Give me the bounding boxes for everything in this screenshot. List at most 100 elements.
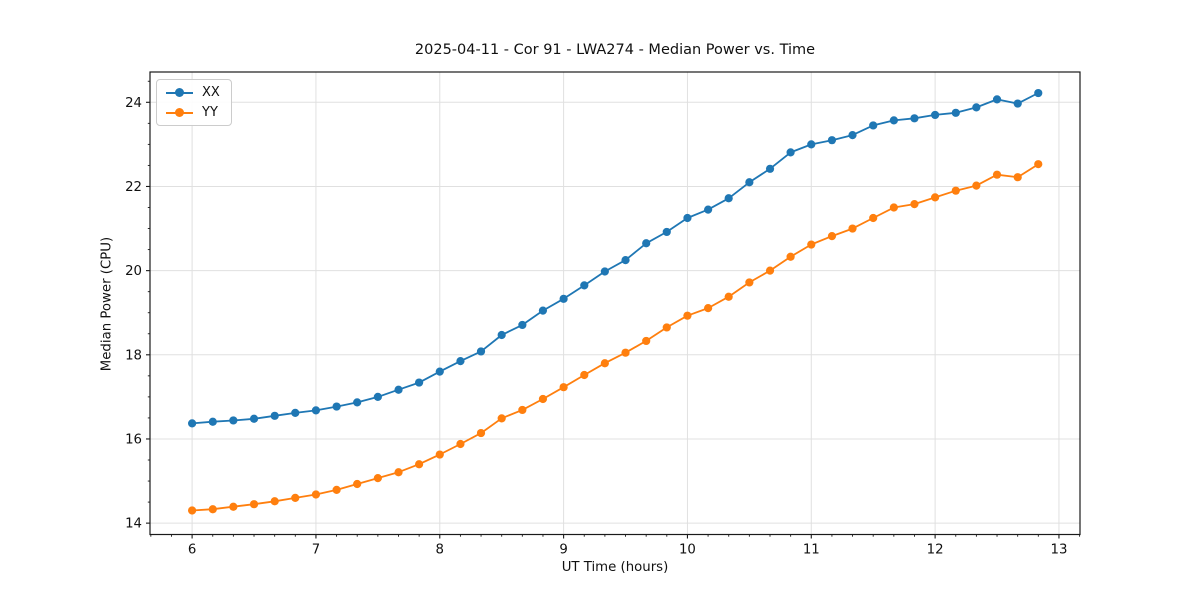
data-point-xx	[518, 320, 527, 330]
data-point-xx	[765, 164, 775, 173]
data-point-yy	[1013, 173, 1022, 182]
data-point-yy	[394, 468, 403, 477]
data-point-yy	[807, 240, 816, 249]
data-point-xx	[827, 136, 837, 145]
data-point-yy	[786, 252, 795, 261]
y-tick-label: 16	[125, 432, 142, 447]
data-point-yy	[600, 359, 609, 368]
data-point-yy	[992, 170, 1002, 179]
y-tick-label: 24	[125, 96, 142, 111]
data-point-yy	[724, 292, 733, 301]
data-point-yy	[518, 405, 527, 415]
data-point-yy	[332, 485, 341, 494]
data-point-xx	[724, 194, 733, 203]
data-point-yy	[229, 502, 238, 511]
x-axis-label: UT Time (hours)	[561, 560, 669, 575]
legend: XX YY	[156, 79, 232, 126]
data-point-xx	[992, 95, 1002, 104]
data-point-xx	[373, 392, 382, 401]
data-point-xx	[951, 108, 960, 117]
data-point-xx	[972, 103, 981, 112]
data-point-yy	[353, 479, 362, 489]
data-point-xx	[188, 419, 197, 428]
data-point-xx	[683, 213, 692, 223]
data-point-yy	[765, 266, 775, 275]
x-tick-label: 9	[559, 543, 567, 558]
data-point-xx	[807, 140, 816, 149]
data-point-yy	[642, 336, 651, 346]
data-point-xx	[229, 416, 238, 425]
data-point-xx	[394, 385, 403, 394]
data-point-xx	[456, 357, 465, 366]
y-tick-label: 18	[125, 348, 142, 363]
x-tick-label: 7	[312, 543, 320, 558]
data-point-yy	[972, 181, 981, 190]
data-point-xx	[580, 281, 589, 290]
data-point-yy	[435, 450, 444, 459]
data-point-yy	[188, 506, 197, 515]
data-point-yy	[683, 311, 692, 320]
data-point-xx	[208, 417, 217, 426]
data-point-xx	[642, 239, 651, 248]
data-point-yy	[931, 193, 940, 202]
data-point-yy	[559, 383, 568, 392]
line-marker-icon	[166, 88, 193, 97]
chart-title: 2025-04-11 - Cor 91 - LWA274 - Median Po…	[414, 42, 816, 58]
data-point-yy	[208, 505, 217, 514]
data-point-xx	[621, 256, 630, 265]
data-point-xx	[476, 347, 486, 356]
data-point-xx	[869, 121, 878, 130]
legend-item-yy: YY	[166, 106, 220, 119]
data-point-xx	[889, 116, 898, 125]
data-point-yy	[580, 370, 589, 380]
series-line-xx	[192, 92, 1039, 425]
legend-item-xx: XX	[166, 86, 220, 99]
data-point-yy	[311, 490, 321, 499]
data-point-yy	[827, 232, 837, 241]
data-point-yy	[621, 348, 630, 357]
series-line-yy	[192, 163, 1039, 512]
data-point-yy	[704, 303, 713, 313]
data-point-yy	[848, 224, 857, 233]
data-point-xx	[332, 402, 341, 411]
x-tick-label: 10	[679, 543, 696, 558]
x-tick-label: 8	[436, 543, 444, 558]
data-point-yy	[662, 323, 671, 332]
data-point-yy	[745, 278, 754, 287]
data-point-yy	[869, 213, 878, 223]
y-tick-label: 20	[125, 264, 142, 279]
data-point-yy	[291, 493, 300, 502]
line-marker-icon	[166, 108, 193, 117]
data-point-xx	[848, 131, 857, 140]
data-point-xx	[600, 267, 609, 276]
data-point-xx	[704, 205, 713, 214]
x-tick-label: 12	[927, 543, 944, 558]
plot-frame	[149, 71, 1081, 536]
y-tick-label: 14	[125, 517, 142, 532]
data-point-xx	[249, 414, 259, 423]
data-point-yy	[538, 394, 548, 404]
data-point-xx	[786, 148, 795, 157]
data-point-xx	[931, 110, 940, 120]
data-point-xx	[497, 330, 506, 340]
data-point-yy	[456, 439, 465, 449]
data-point-xx	[311, 406, 321, 415]
data-point-xx	[291, 408, 300, 417]
data-point-xx	[1034, 88, 1043, 98]
data-point-xx	[559, 294, 568, 303]
y-tick-label: 22	[125, 180, 142, 195]
legend-label: XX	[202, 85, 220, 100]
data-point-xx	[270, 411, 279, 420]
data-point-xx	[435, 367, 444, 376]
data-point-yy	[1034, 160, 1043, 169]
data-point-xx	[538, 306, 548, 315]
data-point-xx	[414, 378, 424, 387]
data-point-yy	[249, 500, 259, 509]
data-point-yy	[270, 497, 279, 506]
data-point-yy	[910, 200, 919, 209]
data-point-yy	[414, 460, 424, 469]
data-point-xx	[662, 227, 671, 237]
data-point-yy	[889, 203, 898, 212]
x-tick-label: 6	[188, 543, 196, 558]
